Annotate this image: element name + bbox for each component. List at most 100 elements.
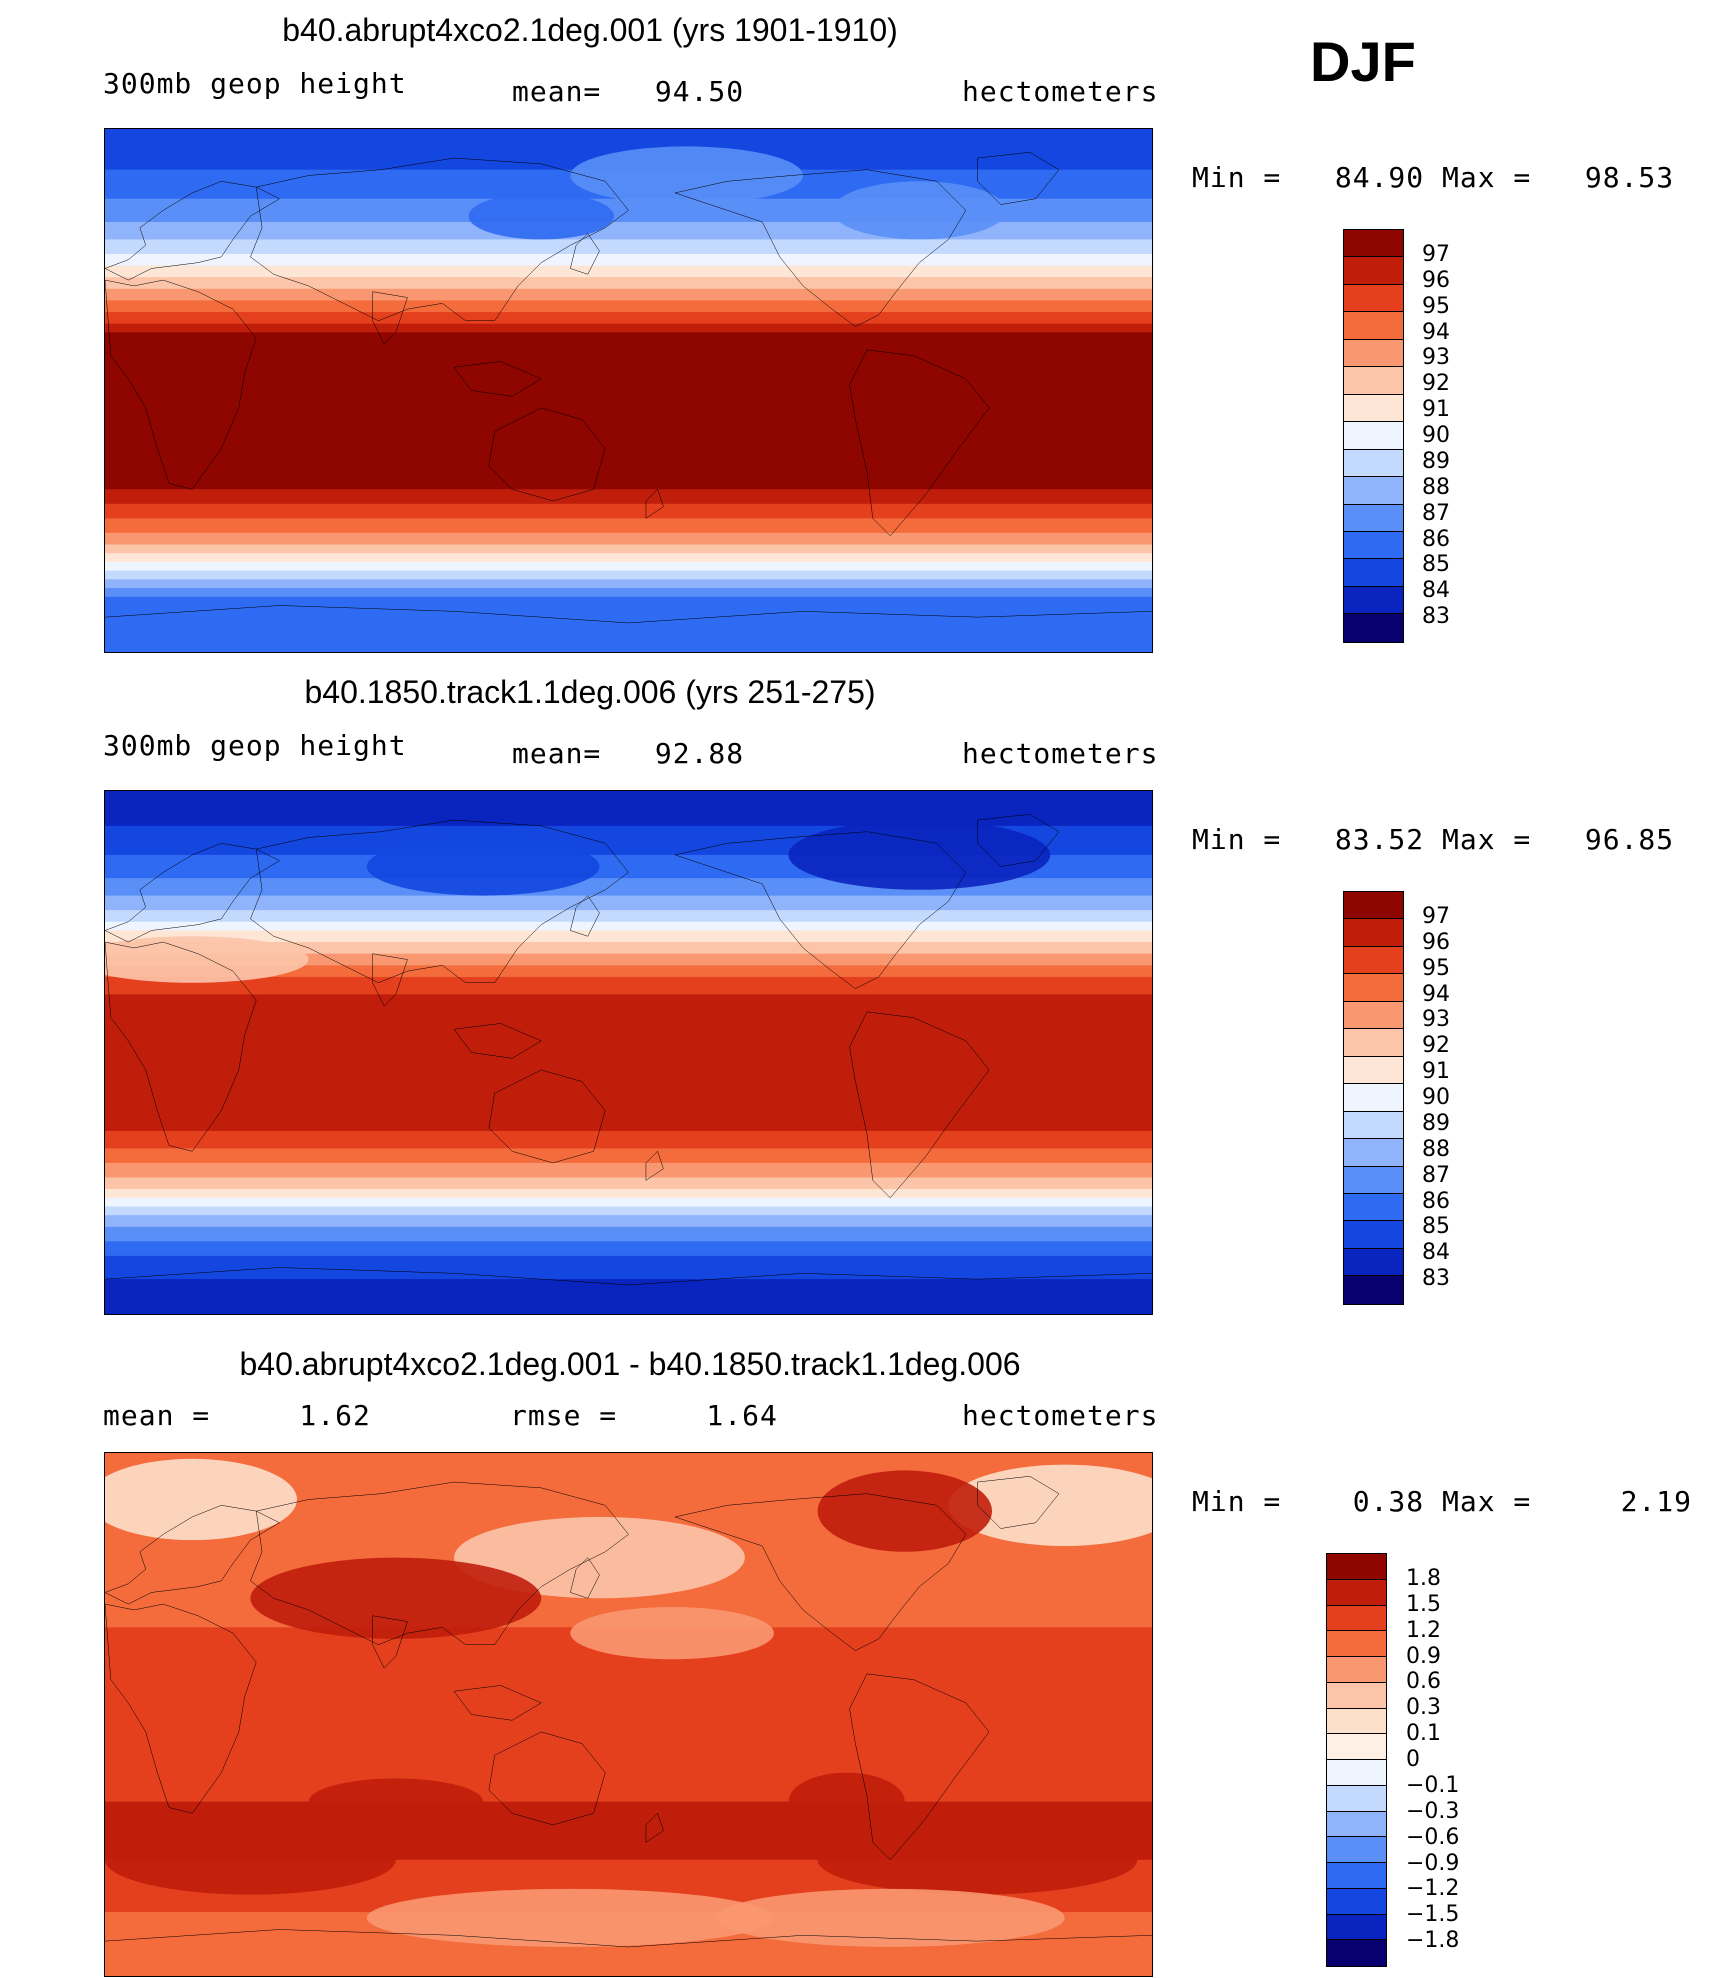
contour-band (105, 570, 1152, 581)
coastline (850, 1674, 990, 1860)
contour-band (105, 532, 1152, 546)
colorbar-label: 92 (1422, 371, 1450, 397)
colorbar-label: −0.9 (1406, 1850, 1460, 1876)
colorbar-label: 0.1 (1406, 1721, 1441, 1747)
colorbar-swatch (1344, 449, 1403, 478)
colorbar-label: 94 (1422, 981, 1450, 1007)
panel-1-units: hectometers (962, 75, 1159, 108)
colorbar-label: 85 (1422, 552, 1450, 578)
colorbar-swatch (1344, 559, 1403, 587)
contour-region (948, 1464, 1152, 1546)
panel-2-left-label: 300mb geop height (103, 729, 407, 762)
colorbar-swatch (1344, 1056, 1403, 1085)
contour-band (105, 1279, 1152, 1314)
contour-band (105, 253, 1152, 268)
coastline (105, 181, 280, 280)
colorbar-label: 97 (1422, 241, 1450, 267)
colorbar-swatch (1344, 1221, 1403, 1249)
contour-region (105, 936, 309, 983)
contour-region (105, 1458, 297, 1541)
colorbar-label: 91 (1422, 1059, 1450, 1085)
contour-band (105, 611, 1152, 652)
coastline (105, 1930, 1152, 1947)
contour-region (308, 1778, 484, 1825)
contour-band (105, 895, 1152, 912)
contour-band (105, 561, 1152, 573)
colorbar-swatch (1327, 1760, 1386, 1786)
contour-band (105, 1215, 1152, 1229)
colorbar-label: 91 (1422, 397, 1450, 423)
colorbar-swatch (1344, 1166, 1403, 1194)
contour-band (105, 544, 1152, 555)
contour-band (105, 910, 1152, 924)
contour-region (570, 146, 803, 205)
coastline (489, 1070, 605, 1163)
coastline (646, 1151, 663, 1180)
contour-region (788, 1772, 905, 1831)
contour-region (832, 181, 1007, 240)
coastline (675, 832, 966, 989)
panel-2-minmax: Min = 83.52 Max = 96.85 (1192, 823, 1675, 856)
contour-region (715, 1888, 1065, 1947)
colorbar-label: 1.2 (1406, 1617, 1441, 1643)
panel-1-mean: mean= 94.50 (512, 75, 745, 108)
season-label: DJF (1310, 30, 1416, 93)
colorbar-swatch (1344, 946, 1403, 975)
coastline (675, 1494, 966, 1651)
coastline (570, 896, 599, 937)
contour-band (105, 1952, 1152, 1976)
coastline (105, 843, 280, 942)
coastline (675, 170, 966, 327)
colorbar-swatch (1344, 1029, 1403, 1057)
colorbar-swatch (1344, 504, 1403, 532)
contour-band (105, 1197, 1152, 1208)
contour-region (250, 1557, 542, 1639)
contour-band (105, 1241, 1152, 1258)
contour-band (105, 1189, 1152, 1200)
contour-region (570, 1606, 774, 1660)
contour-band (105, 1162, 1152, 1179)
panel-2-units: hectometers (962, 737, 1159, 770)
colorbar-label: 86 (1422, 526, 1450, 552)
contour-region (817, 1824, 1138, 1895)
coastline (978, 152, 1059, 204)
coastline (454, 1023, 541, 1058)
colorbar-swatch (1344, 339, 1403, 368)
coastline (373, 1616, 408, 1668)
colorbar-label: 86 (1422, 1188, 1450, 1214)
colorbar-swatch (1327, 1888, 1386, 1915)
contour-band (105, 503, 1152, 520)
colorbar-label: 93 (1422, 1007, 1450, 1033)
colorbar-label: 1.8 (1406, 1565, 1441, 1591)
panel-1-map (104, 128, 1153, 653)
colorbar-label: 84 (1422, 578, 1450, 604)
coastline (105, 1505, 280, 1604)
coastline (105, 606, 1152, 623)
coastline (250, 158, 628, 321)
contour-band (105, 588, 1152, 599)
panel-2-colorbar (1343, 891, 1404, 1305)
contour-band (105, 942, 1152, 956)
panel-1-left-label: 300mb geop height (103, 67, 407, 100)
coastline (105, 942, 256, 1151)
colorbar-swatch (1344, 614, 1403, 642)
coastline (250, 1482, 628, 1645)
colorbar-swatch (1327, 1579, 1386, 1606)
colorbar-label: 1.5 (1406, 1591, 1441, 1617)
colorbar-label: 90 (1422, 423, 1450, 448)
coastline (646, 1813, 663, 1842)
coastline (105, 1604, 256, 1813)
colorbar-label: 96 (1422, 267, 1450, 293)
colorbar-swatch (1344, 422, 1403, 450)
contour-band (105, 553, 1152, 564)
contour-band (105, 930, 1152, 944)
panel-3-map (104, 1452, 1153, 1977)
colorbar-label: 93 (1422, 345, 1450, 371)
panel-3-map-svg (105, 1453, 1152, 1976)
colorbar-swatch (1344, 477, 1403, 505)
colorbar-swatch (1344, 1001, 1403, 1030)
coastline (850, 350, 990, 536)
colorbar-label: 96 (1422, 929, 1450, 955)
contour-region (366, 837, 600, 896)
colorbar-swatch (1344, 892, 1403, 920)
